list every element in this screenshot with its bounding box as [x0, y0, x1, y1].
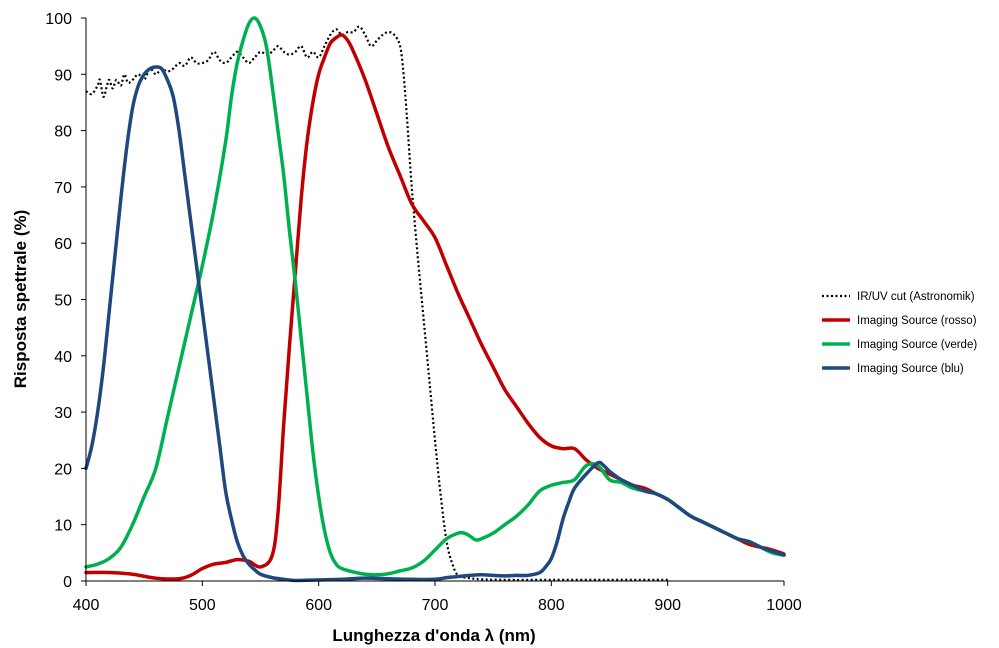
axes: 400 500 600 700 800 900 1000 0 10 20 30 40 50 60 70 80 9… [45, 11, 802, 614]
y-tick-label: 70 [54, 180, 72, 197]
y-tick-label: 30 [54, 405, 72, 422]
y-tick-label: 20 [54, 461, 72, 478]
y-tick-label: 90 [54, 67, 72, 84]
x-tick-label: 700 [422, 597, 449, 614]
series-line-verde [84, 16, 786, 577]
x-tick-label: 400 [73, 597, 100, 614]
x-axis-title: Lunghezza d'onda λ (nm) [332, 626, 535, 645]
plot-area [84, 16, 786, 583]
series-line-irv-cut [85, 25, 668, 582]
y-tick-label: 100 [45, 11, 72, 28]
y-tick-label: 80 [54, 124, 72, 141]
legend-label-irv-cut: IR/UV cut (Astronomik) [857, 291, 975, 303]
legend-label-blu: Imaging Source (blu) [857, 363, 964, 375]
y-tick-label: 60 [54, 236, 72, 253]
y-tick-label: 0 [63, 574, 72, 591]
x-tick-label: 500 [189, 597, 216, 614]
x-tick-label: 1000 [766, 597, 802, 614]
y-tick-label: 50 [54, 293, 72, 310]
y-tick-label: 40 [54, 349, 72, 366]
x-tick-label: 600 [305, 597, 332, 614]
y-axis-title: Risposta spettrale (%) [11, 210, 30, 389]
y-tick-label: 10 [54, 518, 72, 535]
x-tick-label: 900 [654, 597, 681, 614]
legend: IR/UV cut (Astronomik) Imaging Source (r… [822, 291, 977, 375]
legend-label-verde: Imaging Source (verde) [857, 339, 977, 351]
x-tick-label: 800 [538, 597, 565, 614]
series-line-rosso [84, 33, 786, 581]
legend-label-rosso: Imaging Source (rosso) [857, 315, 977, 327]
series-line-blu [84, 65, 786, 583]
